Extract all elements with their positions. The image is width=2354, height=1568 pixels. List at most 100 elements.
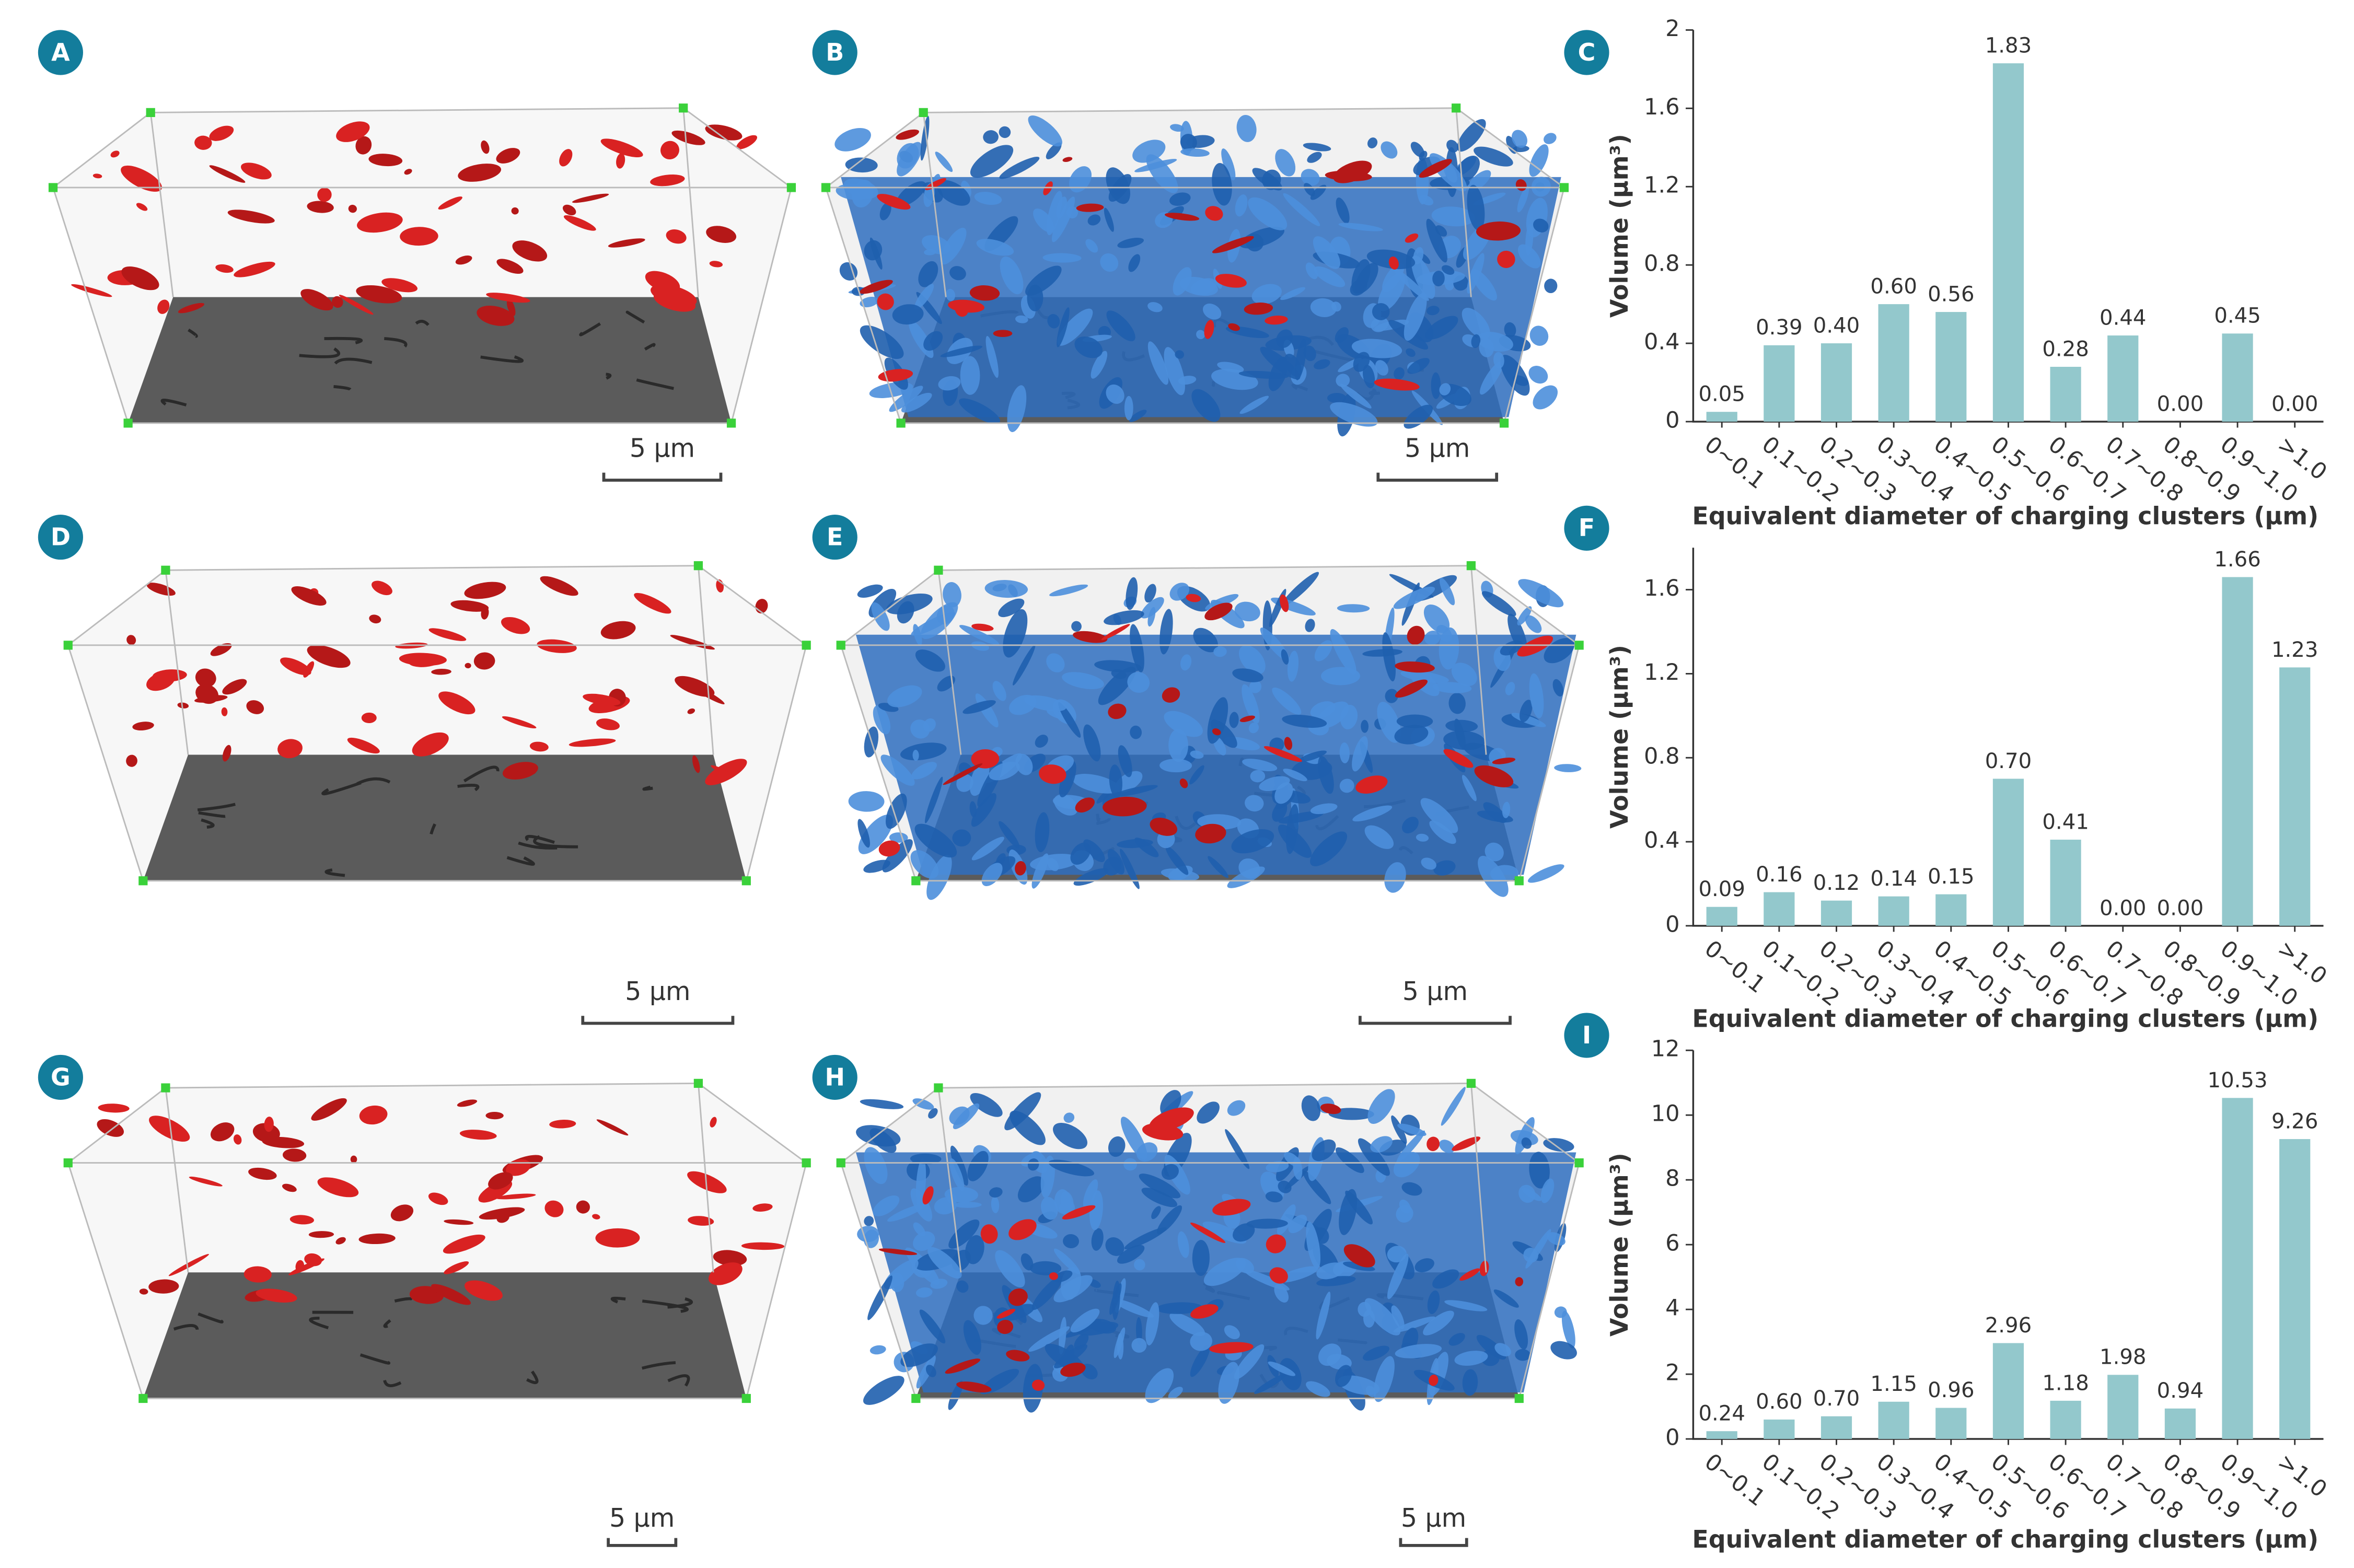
scale-bar (1399, 1538, 1468, 1547)
pore-blob (989, 761, 1020, 781)
charging-cluster (501, 617, 530, 634)
charging-cluster (1269, 1267, 1288, 1284)
pore-blob (912, 1098, 934, 1110)
charging-cluster (277, 739, 303, 759)
pore-blob (971, 837, 1004, 861)
pore-blob (1083, 724, 1101, 762)
charging-cluster (336, 121, 370, 142)
y-tick-label: 0 (1665, 911, 1679, 937)
charging-cluster (1212, 236, 1254, 253)
pore-blob (1520, 700, 1533, 723)
pore-blob (857, 819, 870, 848)
charging-cluster (943, 763, 983, 785)
charging-cluster (473, 652, 495, 670)
pore-blob (834, 127, 871, 152)
corner-marker (1499, 419, 1509, 428)
corner-marker (802, 1158, 811, 1168)
pore-blob (967, 1151, 989, 1181)
pore-blob (1314, 266, 1346, 287)
value-label: 0.12 (1813, 871, 1860, 895)
pore-blob (924, 776, 943, 823)
pore-blob (848, 791, 885, 812)
pore-blob (864, 1147, 888, 1184)
pore-blob (944, 1187, 978, 1203)
pore-blob (900, 1343, 938, 1367)
pore-blob (1485, 842, 1504, 862)
bar (2164, 1408, 2196, 1439)
charging-cluster (1101, 624, 1130, 641)
pore-blob (1511, 130, 1527, 148)
pore-blob (1432, 1269, 1459, 1289)
value-label: 0.24 (1698, 1402, 1745, 1426)
pore-blob (1363, 365, 1375, 389)
pore-blob (1544, 278, 1558, 293)
pore-blob (1531, 177, 1551, 197)
charging-cluster (438, 196, 462, 210)
pore-blob (1310, 184, 1327, 200)
charging-cluster (457, 1099, 478, 1107)
pore-blob (1238, 858, 1260, 879)
pore-blob (1377, 702, 1401, 743)
pore-blob (914, 284, 934, 310)
charging-cluster (307, 645, 351, 668)
floor-crack (642, 785, 653, 791)
pore-blob (1527, 864, 1564, 883)
bar (2107, 1375, 2139, 1439)
bar (1992, 63, 2024, 422)
pore-blob (1435, 225, 1447, 237)
floor-crack (430, 823, 436, 835)
value-label: 0.14 (1870, 867, 1917, 891)
pore-blob (1029, 1261, 1062, 1275)
pore-blob (915, 1287, 933, 1298)
floor-crack (299, 347, 341, 358)
y-axis-label: Volume (µm³) (1605, 1153, 1633, 1337)
pore-blob (1318, 756, 1334, 794)
floor-crack (197, 803, 236, 811)
pore-blob (1059, 761, 1076, 798)
pore-blob (1049, 584, 1088, 597)
charging-cluster (317, 1177, 359, 1198)
pore-blob (867, 1275, 892, 1320)
value-label: 0.94 (2157, 1379, 2204, 1403)
charging-cluster (596, 1119, 629, 1136)
charging-cluster (194, 695, 228, 703)
bar (2222, 333, 2253, 422)
charging-cluster (1452, 1136, 1481, 1151)
floor-crack (334, 357, 373, 365)
pore-blob (1391, 1115, 1407, 1144)
pore-blob (863, 1376, 905, 1405)
charging-cluster (563, 215, 596, 231)
box-edge (1503, 187, 1565, 424)
pore-blob (1027, 284, 1043, 311)
bar (2222, 577, 2253, 926)
charging-cluster (713, 1250, 747, 1267)
pore-blob (1089, 1190, 1103, 1230)
pore-blob (1192, 1240, 1210, 1276)
pore-blob (1047, 710, 1068, 720)
charging-cluster (1006, 1350, 1030, 1362)
charging-cluster (1374, 378, 1420, 391)
floor-crack (198, 811, 226, 818)
box-edge (1455, 108, 1472, 297)
corner-marker (911, 1393, 921, 1403)
charging-cluster (246, 700, 264, 714)
box-edge (938, 565, 1471, 571)
value-label: 10.53 (2208, 1068, 2268, 1093)
pore-blob (1517, 186, 1529, 213)
panel-badge (38, 515, 83, 560)
render-3d (821, 103, 1569, 437)
floor-crack (606, 373, 612, 380)
charging-cluster (168, 1253, 209, 1276)
charging-cluster (1062, 1205, 1096, 1220)
pore-blob (1130, 624, 1144, 672)
pore-blob (1310, 803, 1338, 815)
pore-blob (1129, 410, 1147, 422)
charging-cluster (1266, 1234, 1286, 1253)
value-label: 0.00 (2157, 896, 2204, 920)
pore-blob (1007, 385, 1027, 432)
box-edge (67, 1163, 144, 1399)
bar (2050, 1400, 2081, 1439)
pore-blob (1462, 308, 1490, 339)
charging-cluster (121, 266, 159, 291)
